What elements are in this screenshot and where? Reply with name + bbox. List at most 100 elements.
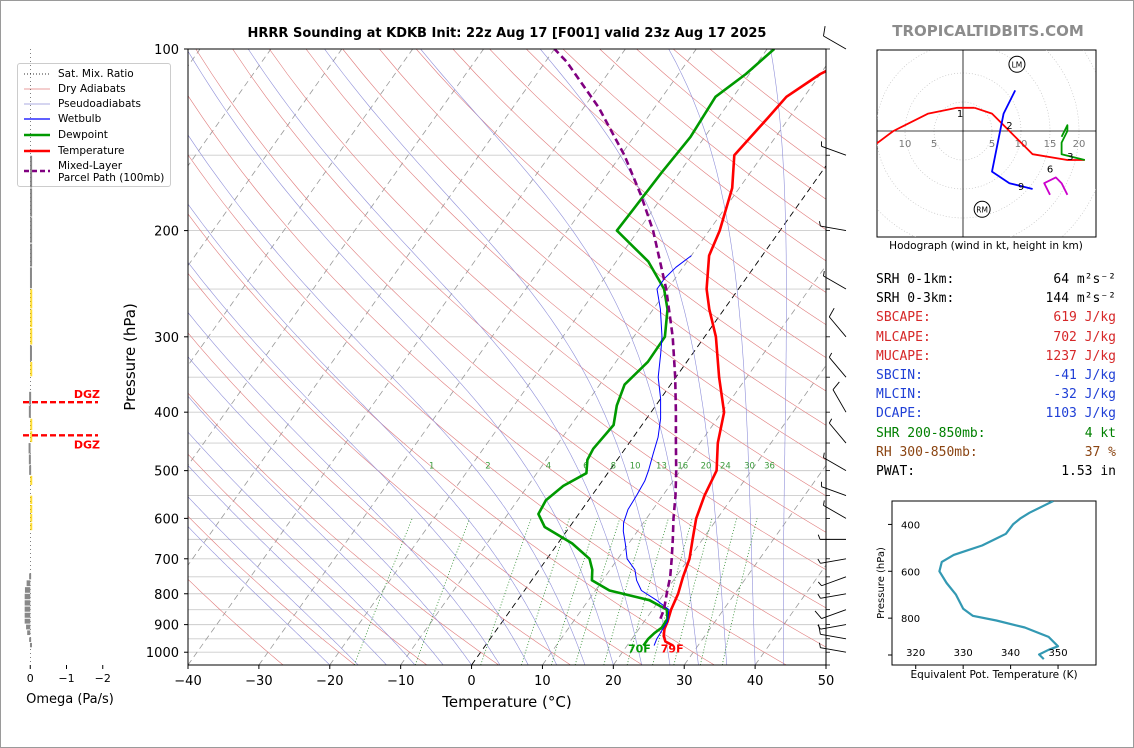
mixing-ratio-label: 20 <box>701 462 712 472</box>
wind-barb <box>828 418 847 444</box>
theta-e-panel: 320 330 340 350 400 600 800 Equivalent Pot. Tem… <box>876 500 1097 681</box>
wind-barb <box>821 141 847 156</box>
omega-bar-down <box>29 573 32 580</box>
stat-row: MLCAPE: 702 J/kg <box>876 330 1116 349</box>
mixing-ratio-line <box>414 518 470 665</box>
moist-adiabat-line <box>188 395 444 665</box>
mixing-ratio-label: 16 <box>677 462 688 472</box>
mixing-ratio-label: 13 <box>656 462 667 472</box>
brand-watermark: TROPICALTIDBITS.COM <box>892 22 1084 40</box>
surface-temperature-label: 79F <box>661 643 684 656</box>
dry-adiabat-line <box>188 213 715 665</box>
wind-barb <box>828 307 847 338</box>
hodograph-ring-label: 10 <box>1015 139 1028 150</box>
legend-item-dewpoint: Dewpoint <box>24 128 108 142</box>
y-axis-label: Pressure (hPa) <box>121 303 139 411</box>
hodograph-height-label: 2 <box>1006 121 1012 132</box>
omega-bar-down <box>28 443 31 454</box>
omega-bar-down <box>30 243 33 267</box>
omega-bar-up <box>30 418 33 431</box>
theta-e-x-tick-label: 350 <box>1048 648 1067 659</box>
stat-row: RH 300-850mb: 37 % <box>876 445 1116 464</box>
wind-barb <box>817 534 846 540</box>
x-tick-label: 0 <box>467 674 475 689</box>
y-tick-label: 600 <box>154 512 179 527</box>
wind-barb <box>823 452 847 472</box>
isotherm-line <box>613 364 826 665</box>
x-tick-label: 40 <box>747 674 764 689</box>
stat-value: 144 m²s⁻² <box>1045 291 1116 307</box>
theta-e-y-tick-label: 400 <box>901 520 920 531</box>
y-tick-label: 400 <box>154 406 179 421</box>
legend-label-wetbulb: Wetbulb <box>58 113 102 125</box>
omega-bar-down <box>29 345 32 361</box>
stat-value: 4 kt <box>1084 425 1116 441</box>
legend-label-dewpoint: Dewpoint <box>58 129 108 141</box>
legend-swatch-temperature <box>24 149 50 153</box>
wind-barb <box>817 576 847 587</box>
dry-adiabat-line <box>415 49 826 392</box>
storm-motion-label: RM <box>976 205 988 214</box>
x-tick-label: 10 <box>534 674 551 689</box>
hodograph-trace-9-12km <box>991 89 1033 190</box>
x-tick-label: 20 <box>605 674 622 689</box>
isotherm-line <box>188 49 626 665</box>
moist-adiabat-line <box>770 49 787 665</box>
dewpoint-profile <box>537 49 776 647</box>
mixing-ratio-label: 36 <box>764 462 775 472</box>
wind-barb <box>818 624 847 640</box>
omega-bar-down <box>24 593 31 600</box>
legend-label-parcel-path: Mixed-Layer Parcel Path (100mb) <box>58 160 164 184</box>
omega-bar-up <box>30 289 33 309</box>
chart-title: HRRR Sounding at KDKB Init: 22z Aug 17 [… <box>247 26 767 41</box>
omega-bar-up <box>30 504 33 514</box>
mixing-ratio-line <box>353 518 413 665</box>
x-tick-label: −20 <box>316 674 343 689</box>
stat-label: MUCAPE: <box>876 348 931 364</box>
hodograph-ring-label: 5 <box>989 139 995 150</box>
omega-x-axis-label: Omega (Pa/s) <box>26 692 114 707</box>
legend-swatch-pseudoadiabats <box>24 103 50 105</box>
stat-value: 64 m²s⁻² <box>1053 272 1116 287</box>
moist-adiabat-line <box>247 49 642 665</box>
dgz-label: DGZ <box>74 388 100 401</box>
omega-bar-down <box>24 612 31 618</box>
skew-t-plot-frame <box>187 48 827 666</box>
omega-panel: DGZ DGZ 0 −1 −2 Omega (Pa/s) <box>23 49 114 707</box>
dry-adiabat-line <box>188 332 571 665</box>
legend-label-temperature: Temperature <box>58 145 125 157</box>
theta-e-x-axis-label: Equivalent Pot. Temperature (K) <box>910 669 1077 681</box>
hodograph-ring-label: 5 <box>931 139 937 150</box>
hodograph-caption: Hodograph (wind in kt, height in km) <box>889 240 1083 252</box>
legend-label-pseudoadiabats: Pseudoadiabats <box>58 98 141 110</box>
x-tick-label: −40 <box>174 674 201 689</box>
legend-item-sat-mix-ratio: Sat. Mix. Ratio <box>24 67 134 81</box>
omega-bar-up <box>30 431 33 443</box>
y-tick-label: 700 <box>154 553 179 568</box>
hodograph-trace-1-3km <box>974 106 1085 161</box>
moist-adiabat-line <box>668 49 756 665</box>
stat-label: PWAT: <box>876 463 916 479</box>
legend-swatch-wetbulb <box>24 118 50 120</box>
sounding-indices: SRH 0-1km: 64 m²s⁻² SRH 0-3km: 144 m²s⁻² SBC… <box>876 272 1116 483</box>
y-tick-label: 100 <box>154 43 179 58</box>
moist-adiabat-line <box>539 49 728 665</box>
stat-value: -32 J/kg <box>1053 387 1116 403</box>
mixing-ratio-label: 2 <box>485 462 490 472</box>
mixing-ratio-line <box>480 518 532 665</box>
theta-e-x-tick-label: 330 <box>954 648 973 659</box>
x-tick-label: 50 <box>818 674 835 689</box>
theta-e-y-axis-label: Pressure (hPa) <box>876 547 887 619</box>
skew-t-axes: −40 −30 −20 −10 0 10 20 30 40 50 Temperature (°C) 1… <box>121 43 834 711</box>
legend: Sat. Mix. Ratio Dry Adiabats Pseudoadiab… <box>17 63 171 187</box>
omega-bar-up <box>30 475 33 485</box>
moist-adiabat-line <box>188 312 501 665</box>
isotherm-line <box>542 264 826 665</box>
moist-adiabat-line <box>420 49 699 665</box>
hodograph-ring-label: 15 <box>1044 139 1057 150</box>
omega-bar-down <box>29 642 32 648</box>
surface-dewpoint-label: 70F <box>628 643 651 656</box>
mixing-ratio-label: 1 <box>429 462 434 472</box>
stat-row: SHR 200-850mb: 4 kt <box>876 426 1116 445</box>
